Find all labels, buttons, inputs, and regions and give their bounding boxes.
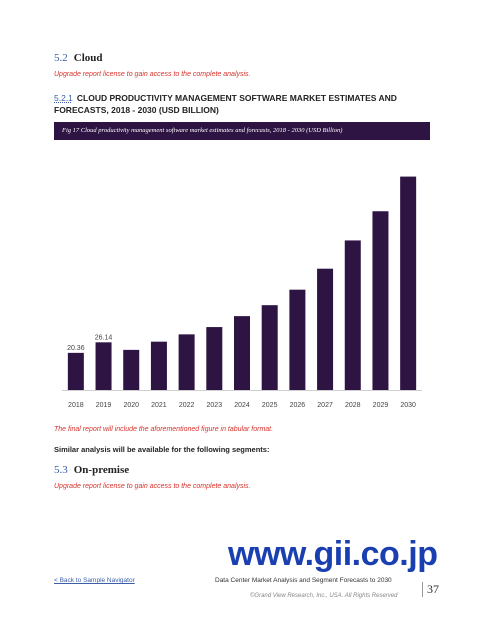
section-title: Cloud bbox=[73, 52, 103, 64]
back-to-navigator-link[interactable]: < Back to Sample Navigator bbox=[54, 577, 135, 584]
x-tick-2021: 2021 bbox=[151, 402, 167, 409]
bar-2026 bbox=[289, 289, 306, 390]
x-tick-2024: 2024 bbox=[234, 402, 250, 409]
subsection-number: 5.2.1 bbox=[54, 93, 73, 103]
watermark-logo: www.gii.co.jp bbox=[228, 535, 438, 573]
x-tick-2022: 2022 bbox=[179, 402, 195, 409]
x-tick-2026: 2026 bbox=[290, 402, 306, 409]
subsection-title: CLOUD PRODUCTIVITY MANAGEMENT SOFTWARE M… bbox=[54, 93, 397, 115]
bar-2027 bbox=[317, 268, 334, 390]
x-tick-2025: 2025 bbox=[262, 402, 278, 409]
page-number: 37 bbox=[422, 582, 439, 597]
upgrade-notice: Upgrade report license to gain access to… bbox=[54, 483, 251, 490]
upgrade-notice: Upgrade report license to gain access to… bbox=[54, 71, 251, 78]
x-tick-2018: 2018 bbox=[68, 402, 84, 409]
x-tick-2030: 2030 bbox=[400, 402, 416, 409]
section-heading-cloud: 5.2 Cloud bbox=[54, 52, 103, 64]
data-label-2018: 20.36 bbox=[67, 345, 85, 352]
bar-2018 bbox=[67, 352, 84, 390]
bar-2020 bbox=[123, 349, 140, 390]
x-tick-2023: 2023 bbox=[207, 402, 223, 409]
x-tick-2019: 2019 bbox=[96, 402, 112, 409]
similar-analysis-text: Similar analysis will be available for t… bbox=[54, 445, 270, 454]
footer-copyright: ©Grand View Research, Inc., USA. All Rig… bbox=[250, 593, 398, 599]
bar-chart: 20.36 2018 26.14 2019 2020 2021 2022 2023 2024 20… bbox=[62, 176, 422, 409]
tabular-format-note: The final report will include the aforem… bbox=[54, 426, 274, 433]
section-title: On-premise bbox=[73, 464, 130, 476]
footer-report-title: Data Center Market Analysis and Segment … bbox=[215, 577, 392, 584]
bar-2021 bbox=[150, 341, 167, 390]
bar-2023 bbox=[206, 327, 223, 390]
bar-2030 bbox=[400, 176, 417, 390]
figure-caption: Fig 17 Cloud productivity management sof… bbox=[54, 122, 430, 140]
bar-2024 bbox=[234, 316, 250, 390]
section-number: 5.3 bbox=[54, 464, 68, 476]
section-heading-onpremise: 5.3 On-premise bbox=[54, 464, 129, 476]
subsection-heading: 5.2.1 CLOUD PRODUCTIVITY MANAGEMENT SOFTW… bbox=[54, 92, 434, 116]
x-tick-2028: 2028 bbox=[345, 402, 361, 409]
x-tick-2027: 2027 bbox=[317, 402, 333, 409]
bar-2019 bbox=[95, 342, 112, 390]
bar-2029 bbox=[372, 211, 389, 390]
bar-2025 bbox=[261, 305, 278, 390]
section-number: 5.2 bbox=[54, 52, 68, 64]
bar-2028 bbox=[344, 240, 361, 390]
bar-2022 bbox=[178, 334, 195, 390]
x-tick-2020: 2020 bbox=[123, 402, 139, 409]
data-label-2019: 26.14 bbox=[95, 334, 113, 341]
x-tick-2029: 2029 bbox=[373, 402, 389, 409]
